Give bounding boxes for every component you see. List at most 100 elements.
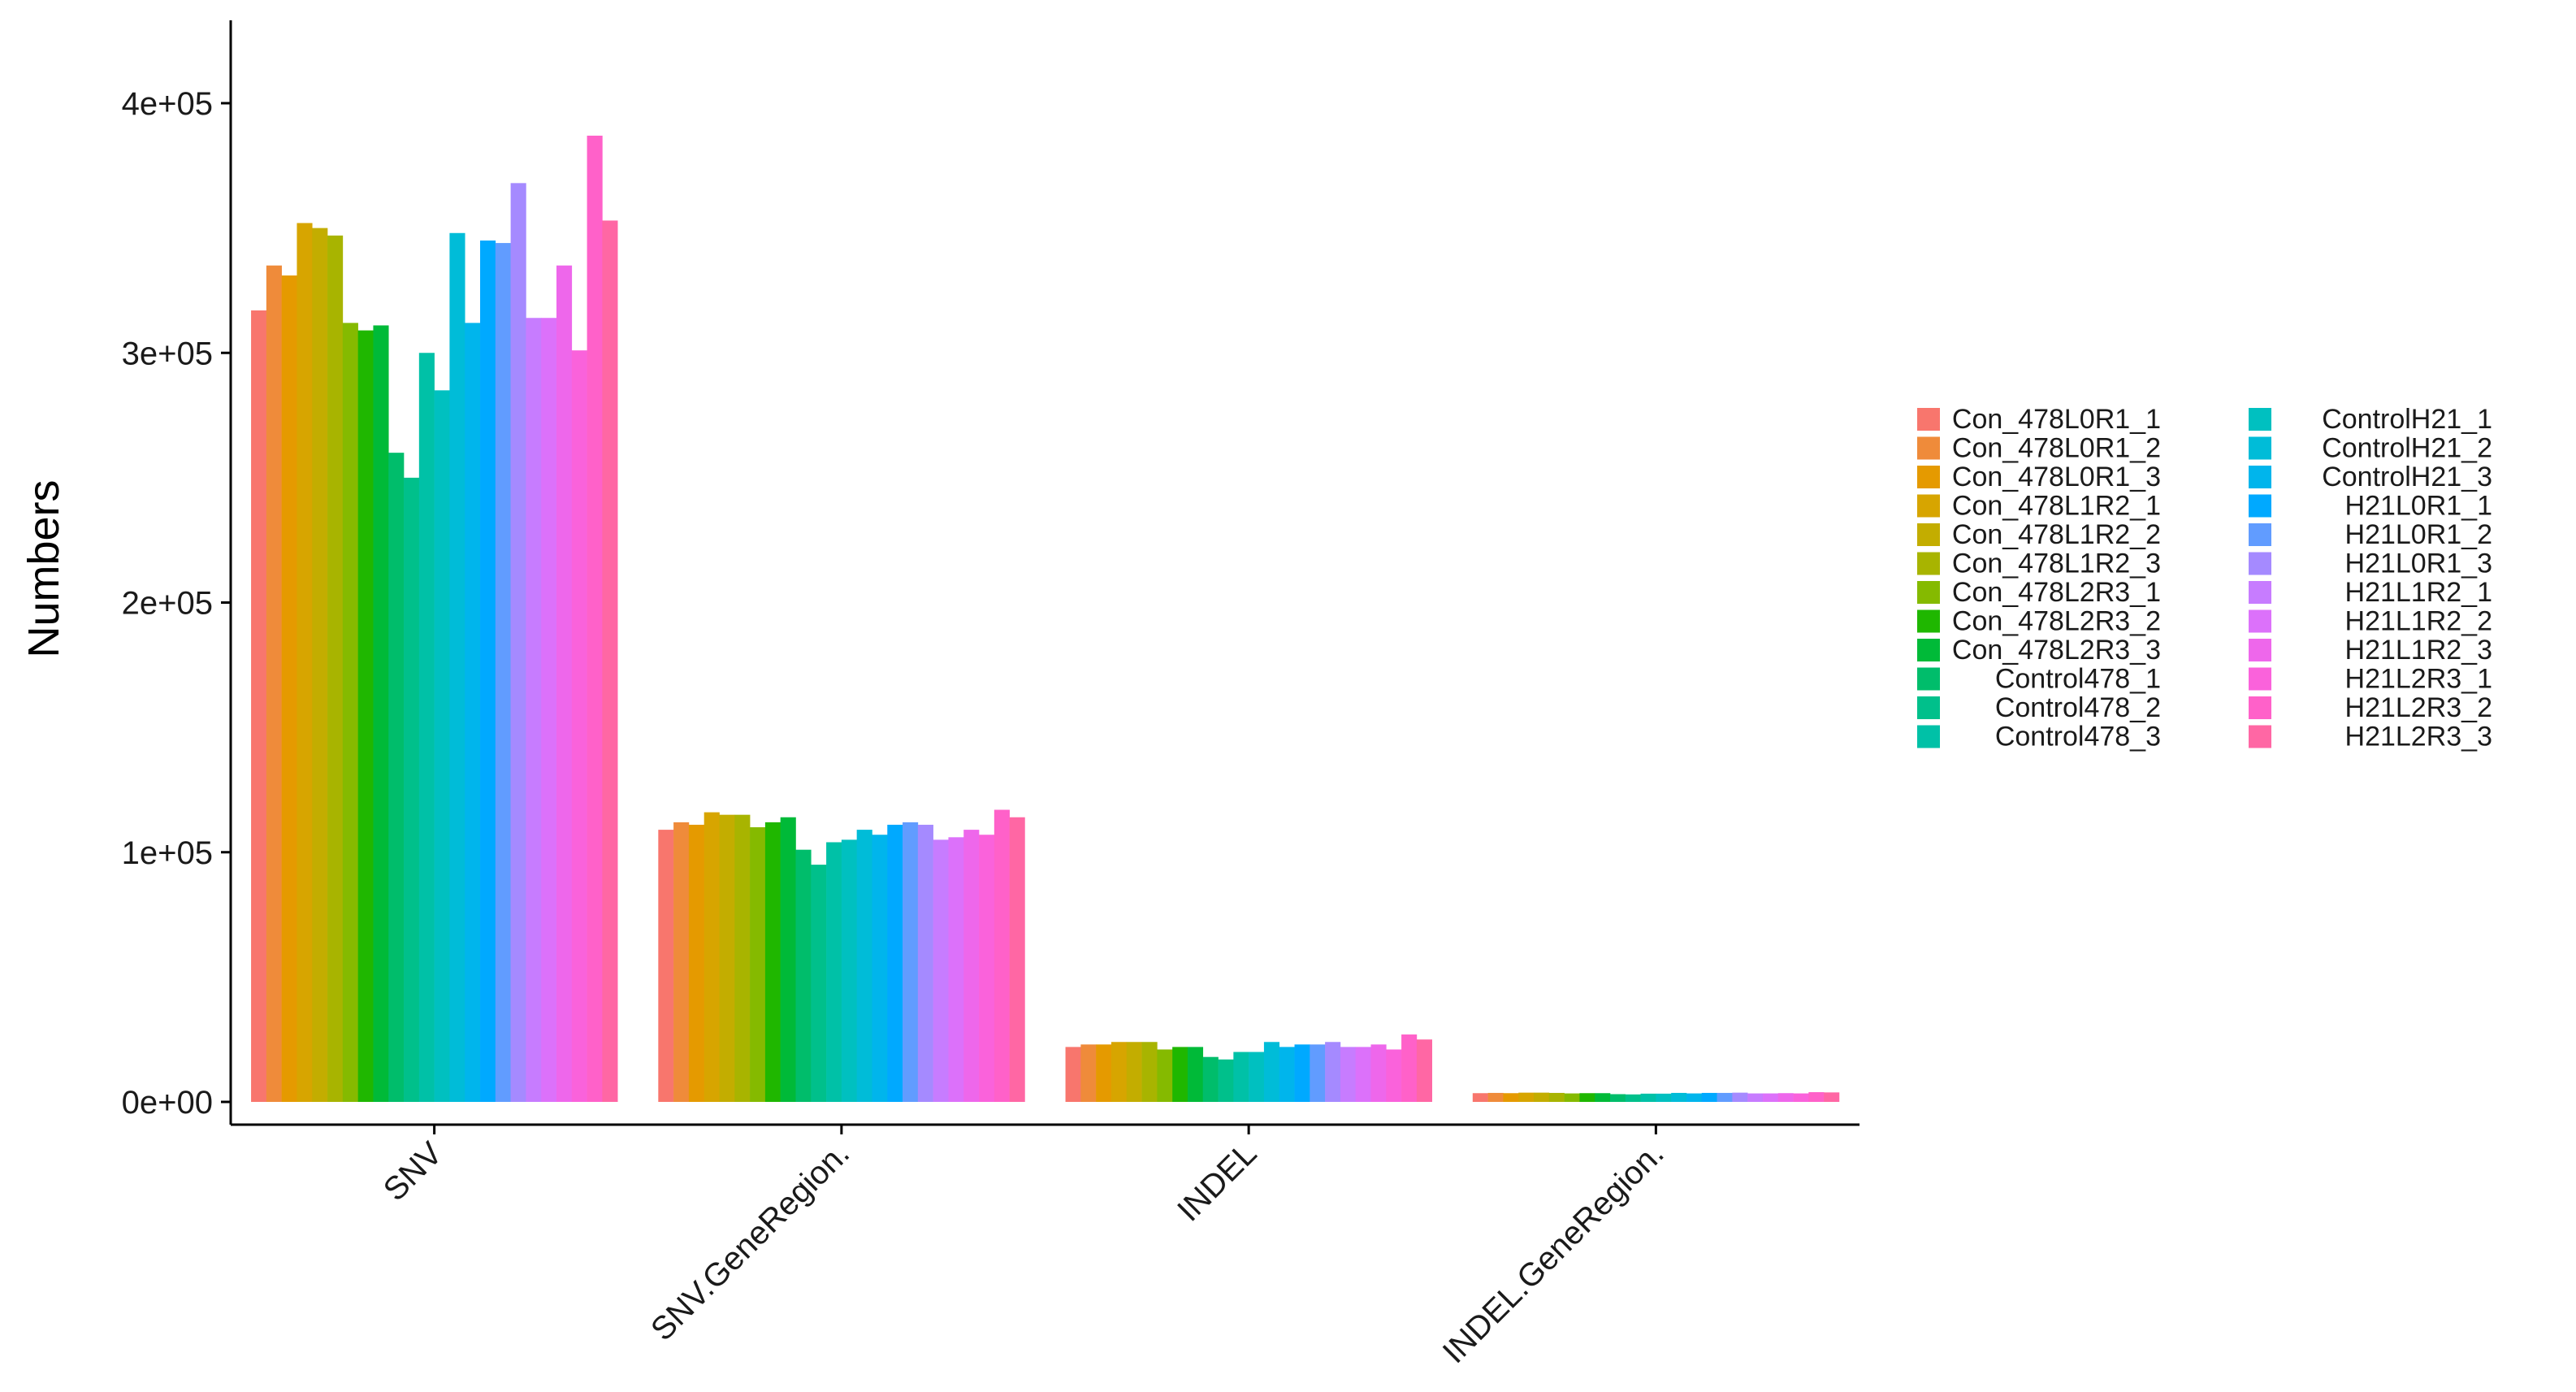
bar	[994, 809, 1010, 1102]
bar	[480, 240, 496, 1102]
legend-swatch	[1917, 552, 1940, 575]
bar	[449, 232, 465, 1102]
bar	[1472, 1093, 1488, 1102]
bar	[1701, 1092, 1717, 1102]
legend-label: H21L0R1_1	[2345, 491, 2492, 522]
bar	[1534, 1092, 1550, 1102]
bar	[1126, 1042, 1142, 1102]
bar	[841, 839, 857, 1102]
y-ticks: 0e+00 1e+05 2e+05 3e+05 4e+05	[122, 86, 231, 1121]
x-tick-label: SNV.GeneRegion.	[644, 1135, 856, 1347]
bar	[1656, 1093, 1672, 1102]
legend-label: ControlH21_1	[2322, 404, 2492, 435]
bar	[418, 353, 435, 1102]
bar	[1110, 1042, 1128, 1102]
bar	[826, 842, 842, 1102]
legend-label: Control478_1	[1995, 664, 2161, 695]
legend-label: Con_478L0R1_1	[1952, 404, 2161, 435]
legend-label: H21L0R1_2	[2345, 519, 2492, 550]
legend-label: H21L2R3_2	[2345, 692, 2492, 723]
bar	[750, 827, 766, 1102]
bar	[1793, 1093, 1809, 1102]
bar	[811, 865, 827, 1102]
bar	[1808, 1092, 1825, 1102]
bar	[556, 265, 573, 1103]
bar	[1518, 1092, 1535, 1102]
bar	[388, 453, 405, 1102]
legend-label: Con_478L2R3_2	[1952, 606, 2161, 637]
bar	[887, 824, 903, 1102]
legend-swatch	[1917, 466, 1940, 488]
legend-label: H21L1R2_2	[2345, 606, 2492, 637]
bar	[734, 814, 751, 1102]
bar	[1325, 1042, 1341, 1102]
y-axis-title: Numbers	[19, 479, 68, 657]
bar	[1564, 1093, 1580, 1102]
legend-swatch	[2249, 581, 2271, 604]
bar	[1609, 1094, 1626, 1102]
bar	[1503, 1093, 1519, 1102]
x-tick-label: INDEL.GeneRegion.	[1436, 1135, 1671, 1370]
bar	[312, 228, 328, 1103]
legend-label: ControlH21_3	[2322, 462, 2492, 492]
legend-swatch	[2249, 436, 2271, 460]
bar	[1416, 1039, 1432, 1102]
legend-label: H21L2R3_3	[2345, 722, 2492, 752]
bar	[510, 183, 526, 1102]
legend-swatch	[2249, 639, 2271, 661]
bars-layer	[251, 135, 1840, 1103]
bar	[526, 318, 542, 1103]
legend-swatch	[1917, 667, 1940, 691]
legend-label: Con_478L1R2_1	[1952, 491, 2161, 522]
bar	[1625, 1094, 1641, 1102]
bar	[1218, 1059, 1234, 1102]
legend-label: Con_478L2R3_1	[1952, 577, 2161, 608]
legend-swatch	[1917, 725, 1940, 748]
y-tick-label: 1e+05	[122, 835, 213, 871]
legend-swatch	[1917, 639, 1940, 661]
legend-swatch	[2249, 523, 2271, 546]
bar	[1640, 1093, 1656, 1102]
bar	[373, 325, 389, 1102]
bar	[1370, 1044, 1387, 1102]
x-ticks: SNV SNV.GeneRegion. INDEL INDEL.GeneRegion.	[377, 1125, 1671, 1370]
bar	[1732, 1092, 1748, 1102]
bar	[1233, 1052, 1249, 1102]
legend-label: H21L1R2_3	[2345, 635, 2492, 666]
legend-swatch	[1917, 436, 1940, 460]
bar	[1762, 1093, 1779, 1102]
bar	[1824, 1092, 1840, 1102]
bar	[1009, 817, 1025, 1102]
bar	[1249, 1052, 1265, 1102]
x-tick-label: SNV	[377, 1135, 449, 1208]
legend-swatch	[1917, 609, 1940, 633]
bar	[1172, 1047, 1188, 1102]
legend-label: Control478_2	[1995, 692, 2161, 723]
bar	[1686, 1093, 1703, 1102]
bar	[856, 830, 872, 1102]
bar	[342, 323, 358, 1102]
y-tick-label: 0e+00	[122, 1085, 213, 1121]
legend-label: Con_478L1R2_3	[1952, 549, 2161, 579]
legend-swatch	[1917, 581, 1940, 604]
bar	[1157, 1049, 1173, 1102]
bar	[404, 477, 420, 1103]
legend-swatch	[1917, 408, 1940, 431]
y-tick-label: 4e+05	[122, 86, 213, 122]
legend-swatch	[2249, 696, 2271, 719]
bar	[948, 837, 964, 1102]
bar	[1065, 1047, 1081, 1102]
bar	[719, 814, 735, 1102]
legend-swatch	[2249, 466, 2271, 488]
bar	[1263, 1042, 1280, 1102]
legend-label: H21L2R3_1	[2345, 664, 2492, 695]
bar	[281, 275, 297, 1102]
legend-label: Con_478L0R1_2	[1952, 433, 2161, 464]
bar	[1279, 1047, 1295, 1102]
legend-swatch	[2249, 494, 2271, 518]
bar	[434, 390, 450, 1103]
bar	[266, 265, 282, 1103]
x-tick-label: INDEL	[1171, 1135, 1263, 1228]
bar	[1386, 1049, 1402, 1102]
